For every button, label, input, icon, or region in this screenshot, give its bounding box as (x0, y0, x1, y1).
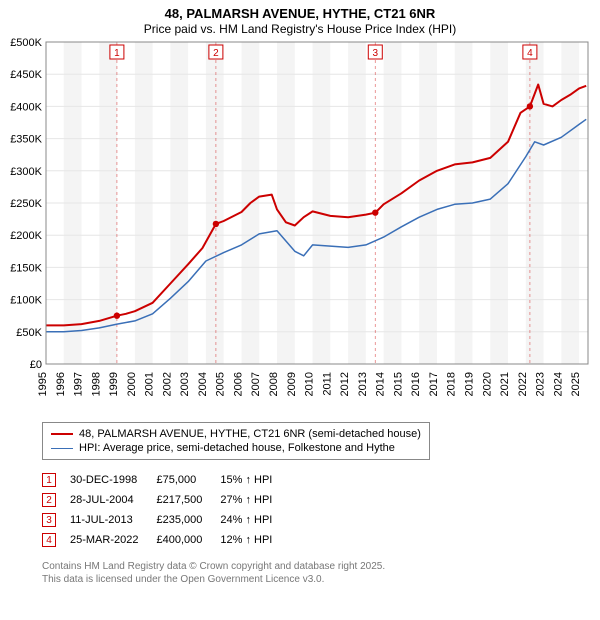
footer-attribution: Contains HM Land Registry data © Crown c… (42, 560, 600, 586)
svg-text:£250K: £250K (10, 198, 42, 210)
svg-text:2019: 2019 (463, 372, 475, 396)
svg-text:£350K: £350K (10, 134, 42, 146)
svg-text:2003: 2003 (179, 372, 191, 396)
legend-item: 48, PALMARSH AVENUE, HYTHE, CT21 6NR (se… (51, 427, 421, 441)
svg-text:2006: 2006 (232, 372, 244, 396)
sale-delta: 27% ↑ HPI (220, 490, 290, 510)
svg-text:2022: 2022 (517, 372, 529, 396)
sale-marker: 3 (42, 513, 56, 527)
svg-text:2010: 2010 (304, 372, 316, 396)
chart-titles: 48, PALMARSH AVENUE, HYTHE, CT21 6NR Pri… (0, 0, 600, 36)
sale-date: 25-MAR-2022 (70, 530, 156, 550)
svg-text:1999: 1999 (108, 372, 120, 396)
svg-text:3: 3 (373, 48, 379, 59)
svg-text:4: 4 (527, 48, 533, 59)
svg-text:2017: 2017 (428, 372, 440, 396)
svg-text:1998: 1998 (90, 372, 102, 396)
legend-label: HPI: Average price, semi-detached house,… (79, 441, 395, 455)
sale-marker: 2 (42, 493, 56, 507)
legend-swatch (51, 433, 73, 435)
chart-area: £0 £50K £100K £150K £200K £250K £300K £350K £400… (0, 36, 600, 416)
svg-text:£150K: £150K (10, 262, 42, 274)
svg-text:2021: 2021 (499, 372, 511, 396)
sale-delta: 12% ↑ HPI (220, 530, 290, 550)
chart-title: 48, PALMARSH AVENUE, HYTHE, CT21 6NR (0, 6, 600, 21)
sale-delta: 15% ↑ HPI (220, 470, 290, 490)
svg-text:2007: 2007 (250, 372, 262, 396)
legend-item: HPI: Average price, semi-detached house,… (51, 441, 421, 455)
sale-marker: 1 (42, 473, 56, 487)
svg-text:2001: 2001 (144, 372, 156, 396)
sale-price: £235,000 (156, 510, 220, 530)
svg-text:2023: 2023 (535, 372, 547, 396)
table-row: 1 30-DEC-1998£75,00015% ↑ HPI (42, 470, 290, 490)
sale-price: £217,500 (156, 490, 220, 510)
svg-text:£100K: £100K (10, 295, 42, 307)
sale-price: £400,000 (156, 530, 220, 550)
svg-text:2008: 2008 (268, 372, 280, 396)
svg-text:2005: 2005 (215, 372, 227, 396)
svg-text:£0: £0 (30, 359, 42, 371)
sale-price: £75,000 (156, 470, 220, 490)
svg-text:2018: 2018 (446, 372, 458, 396)
svg-text:£400K: £400K (10, 101, 42, 113)
sale-marker: 4 (42, 533, 56, 547)
svg-text:1996: 1996 (55, 372, 67, 396)
svg-text:1: 1 (114, 48, 120, 59)
svg-text:2004: 2004 (197, 372, 209, 396)
sale-delta: 24% ↑ HPI (220, 510, 290, 530)
svg-text:2011: 2011 (321, 372, 333, 396)
svg-text:2013: 2013 (357, 372, 369, 396)
svg-text:1997: 1997 (73, 372, 85, 396)
footer-line-2: This data is licensed under the Open Gov… (42, 573, 600, 586)
table-row: 4 25-MAR-2022£400,00012% ↑ HPI (42, 530, 290, 550)
line-chart: £0 £50K £100K £150K £200K £250K £300K £350K £400… (0, 36, 600, 416)
svg-text:£500K: £500K (10, 37, 42, 49)
svg-text:£450K: £450K (10, 69, 42, 81)
sales-table: 1 30-DEC-1998£75,00015% ↑ HPI 2 28-JUL-2004… (42, 470, 290, 550)
table-row: 3 11-JUL-2013£235,00024% ↑ HPI (42, 510, 290, 530)
legend: 48, PALMARSH AVENUE, HYTHE, CT21 6NR (se… (42, 422, 430, 460)
chart-subtitle: Price paid vs. HM Land Registry's House … (0, 22, 600, 36)
svg-text:2025: 2025 (570, 372, 582, 396)
sale-date: 28-JUL-2004 (70, 490, 156, 510)
svg-text:£300K: £300K (10, 166, 42, 178)
svg-text:2024: 2024 (552, 372, 564, 396)
legend-swatch (51, 448, 73, 449)
footer-line-1: Contains HM Land Registry data © Crown c… (42, 560, 600, 573)
svg-text:2016: 2016 (410, 372, 422, 396)
svg-text:2: 2 (213, 48, 219, 59)
table-row: 2 28-JUL-2004£217,50027% ↑ HPI (42, 490, 290, 510)
legend-label: 48, PALMARSH AVENUE, HYTHE, CT21 6NR (se… (79, 427, 421, 441)
svg-text:2000: 2000 (126, 372, 138, 396)
svg-text:2012: 2012 (339, 372, 351, 396)
svg-text:2020: 2020 (481, 372, 493, 396)
svg-text:2015: 2015 (392, 372, 404, 396)
svg-text:2002: 2002 (161, 372, 173, 396)
sale-date: 11-JUL-2013 (70, 510, 156, 530)
svg-text:1995: 1995 (37, 372, 49, 396)
svg-text:2009: 2009 (286, 372, 298, 396)
svg-text:2014: 2014 (375, 372, 387, 396)
svg-text:£50K: £50K (16, 327, 42, 339)
svg-text:£200K: £200K (10, 230, 42, 242)
sale-date: 30-DEC-1998 (70, 470, 156, 490)
